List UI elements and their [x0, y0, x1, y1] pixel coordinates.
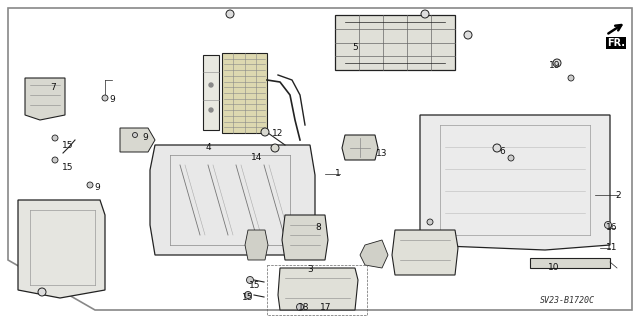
- Polygon shape: [150, 145, 315, 255]
- Text: 8: 8: [315, 224, 321, 233]
- Circle shape: [52, 135, 58, 141]
- Circle shape: [508, 155, 514, 161]
- Circle shape: [209, 83, 213, 87]
- Text: 17: 17: [320, 302, 332, 311]
- Polygon shape: [335, 15, 455, 70]
- Polygon shape: [25, 78, 65, 120]
- Circle shape: [568, 75, 574, 81]
- Circle shape: [261, 128, 269, 136]
- Circle shape: [427, 219, 433, 225]
- Circle shape: [464, 31, 472, 39]
- Text: 9: 9: [142, 132, 148, 142]
- Polygon shape: [8, 8, 632, 310]
- Polygon shape: [392, 230, 458, 275]
- Circle shape: [244, 292, 252, 299]
- Text: 15: 15: [243, 293, 253, 302]
- Text: 2: 2: [615, 190, 621, 199]
- Text: 7: 7: [50, 84, 56, 93]
- Text: 5: 5: [352, 42, 358, 51]
- Text: 16: 16: [606, 224, 618, 233]
- Bar: [530, 258, 610, 268]
- Circle shape: [87, 182, 93, 188]
- Polygon shape: [245, 230, 268, 260]
- Circle shape: [102, 95, 108, 101]
- Polygon shape: [18, 200, 105, 298]
- Text: 18: 18: [298, 302, 310, 311]
- Text: 6: 6: [499, 147, 505, 157]
- Text: 9: 9: [94, 183, 100, 192]
- Text: 19: 19: [549, 61, 561, 70]
- Text: 15: 15: [62, 140, 74, 150]
- Circle shape: [38, 288, 46, 296]
- Text: 10: 10: [548, 263, 560, 272]
- Circle shape: [605, 221, 611, 228]
- Circle shape: [246, 277, 253, 284]
- Text: FR.: FR.: [607, 38, 625, 48]
- Polygon shape: [420, 115, 610, 250]
- Bar: [267, 265, 367, 315]
- Bar: [222, 53, 267, 133]
- Circle shape: [271, 144, 279, 152]
- Circle shape: [553, 59, 561, 67]
- Text: 1: 1: [335, 169, 341, 179]
- Bar: [203, 55, 219, 130]
- Text: 14: 14: [252, 153, 262, 162]
- Text: 13: 13: [376, 149, 388, 158]
- Text: 15: 15: [249, 280, 260, 290]
- Polygon shape: [120, 128, 155, 152]
- Circle shape: [209, 108, 213, 112]
- Circle shape: [493, 144, 501, 152]
- Text: 3: 3: [307, 265, 313, 275]
- Polygon shape: [360, 240, 388, 268]
- Text: 15: 15: [62, 164, 74, 173]
- Polygon shape: [282, 215, 328, 260]
- Circle shape: [132, 132, 138, 137]
- Circle shape: [421, 10, 429, 18]
- Circle shape: [226, 10, 234, 18]
- Text: 4: 4: [205, 144, 211, 152]
- Text: SV23-B1720C: SV23-B1720C: [540, 296, 595, 305]
- Polygon shape: [278, 268, 358, 310]
- Text: 9: 9: [109, 95, 115, 105]
- Circle shape: [52, 157, 58, 163]
- Text: 12: 12: [272, 129, 284, 137]
- Circle shape: [296, 303, 303, 310]
- Polygon shape: [342, 135, 378, 160]
- Text: 11: 11: [606, 243, 618, 253]
